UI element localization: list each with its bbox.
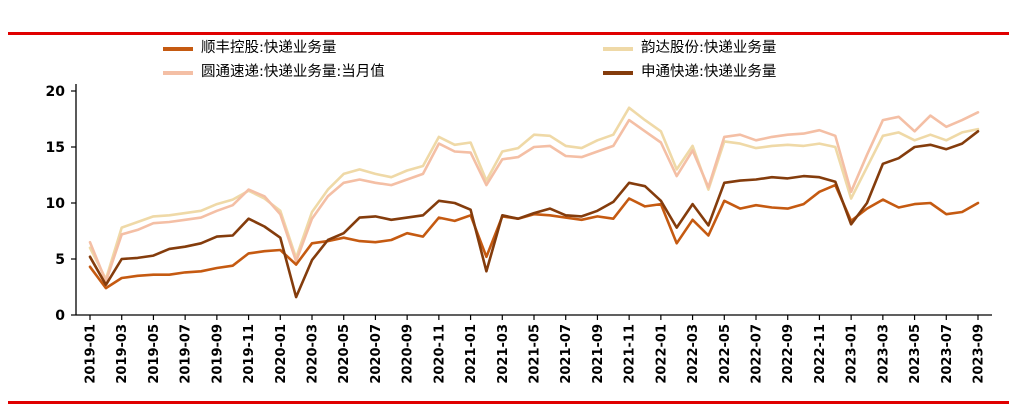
legend-swatch <box>163 46 193 51</box>
x-tick-label: 2019-03 <box>115 324 130 384</box>
x-tick-label: 2023-07 <box>940 324 955 384</box>
x-tick-label: 2020-05 <box>337 324 352 384</box>
x-tick-label: 2019-07 <box>179 324 194 384</box>
x-tick-label: 2020-03 <box>306 324 321 384</box>
bottom-red-rule <box>8 401 1009 404</box>
x-tick-label: 2022-09 <box>781 324 796 384</box>
series-line-yunda <box>88 106 980 281</box>
legend-item-sf: 顺丰控股:快递业务量 <box>163 40 603 57</box>
legend-item-sto: 申通快递:快递业务量 <box>603 64 776 81</box>
x-tick-label: 2021-11 <box>623 324 638 384</box>
x-tick-label: 2020-07 <box>369 324 384 384</box>
legend-swatch <box>163 71 193 76</box>
x-tick-label: 2021-03 <box>496 324 511 384</box>
y-tick-label: 20 <box>46 84 66 100</box>
x-tick-label: 2022-03 <box>686 324 701 384</box>
x-tick-label: 2020-11 <box>432 324 447 384</box>
x-tick-label: 2023-05 <box>908 324 923 384</box>
x-tick-label: 2020-01 <box>274 324 289 384</box>
x-tick-label: 2021-09 <box>591 324 606 384</box>
chart-legend: 顺丰控股:快递业务量 韵达股份:快递业务量 圆通速递:快递业务量:当月值 申通快… <box>163 40 776 82</box>
legend-label: 圆通速递:快递业务量:当月值 <box>201 64 385 81</box>
series-line-yto <box>88 111 980 283</box>
x-tick-label: 2019-05 <box>147 324 162 384</box>
x-tick-label: 2020-09 <box>401 324 416 384</box>
legend-label: 申通快递:快递业务量 <box>641 64 777 81</box>
legend-swatch <box>603 46 633 51</box>
y-tick-label: 15 <box>46 140 65 156</box>
x-tick-label: 2022-05 <box>718 324 733 384</box>
x-tick-label: 2019-11 <box>242 324 257 384</box>
x-tick-label: 2021-05 <box>528 324 543 384</box>
x-tick-label: 2023-01 <box>845 324 860 384</box>
legend-label: 顺丰控股:快递业务量 <box>201 40 337 56</box>
y-tick-label: 5 <box>55 252 65 268</box>
y-tick-label: 0 <box>55 308 65 324</box>
top-red-rule <box>8 32 1009 35</box>
y-tick-label: 10 <box>46 196 66 212</box>
x-tick-label: 2023-03 <box>876 324 891 384</box>
x-tick-label: 2022-07 <box>750 324 765 384</box>
x-tick-label: 2023-09 <box>972 324 987 384</box>
legend-item-yto: 圆通速递:快递业务量:当月值 <box>163 64 603 81</box>
x-tick-label: 2021-01 <box>464 324 479 384</box>
legend-label: 韵达股份:快递业务量 <box>641 40 777 56</box>
series-line-sto <box>88 130 980 299</box>
legend-item-yunda: 韵达股份:快递业务量 <box>603 40 776 57</box>
legend-swatch <box>603 71 633 76</box>
x-tick-label: 2022-01 <box>654 324 669 384</box>
x-tick-label: 2022-11 <box>813 324 828 384</box>
x-tick-label: 2019-09 <box>210 324 225 384</box>
x-tick-label: 2019-01 <box>84 324 99 384</box>
x-tick-label: 2021-07 <box>559 324 574 384</box>
